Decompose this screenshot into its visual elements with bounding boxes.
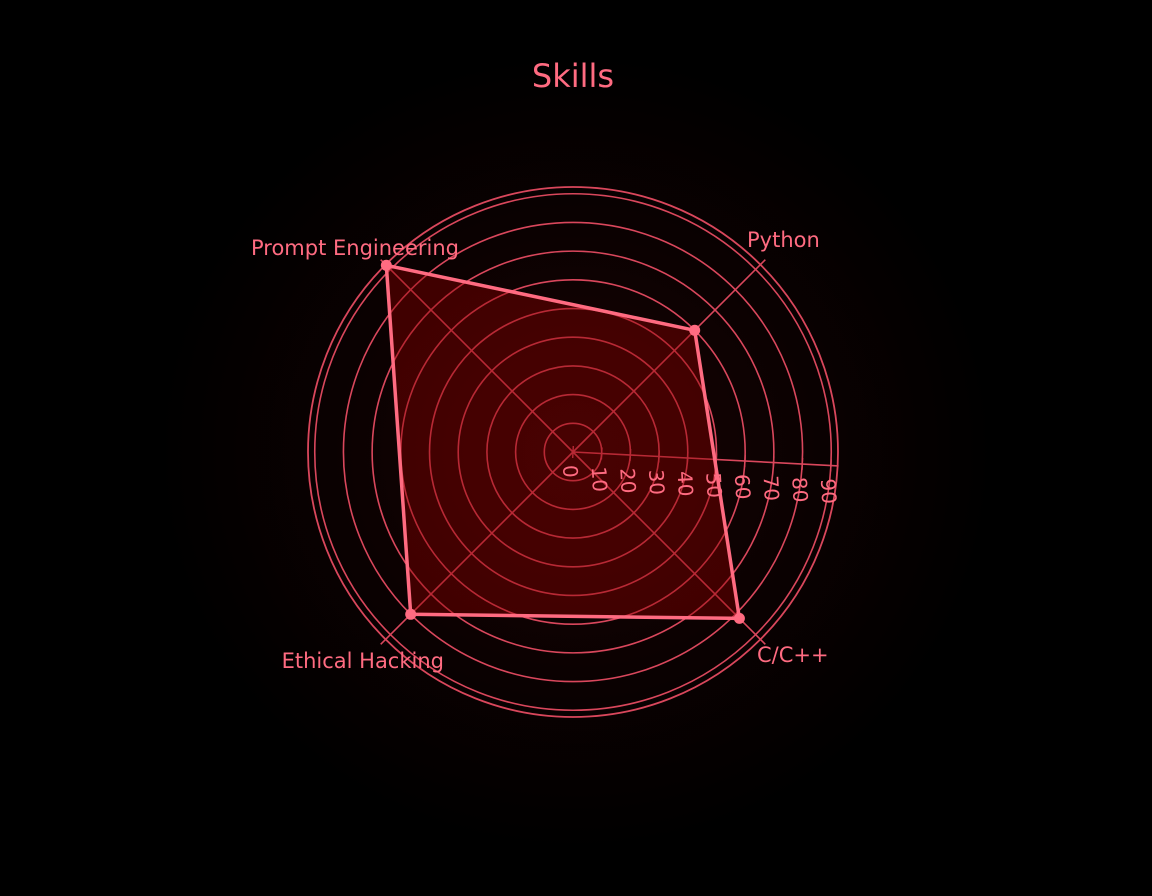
chart-title: Skills [532,57,614,95]
radar-data [380,259,745,624]
radial-tick-label: 30 [644,469,669,496]
data-point-2 [405,608,417,620]
category-labels: Python C/C++ Ethical Hacking Prompt Enginee… [251,228,829,673]
radial-tick-30 [658,450,660,463]
radial-tick-label: 50 [701,472,726,499]
radial-tick-60 [743,454,746,468]
radial-tick-label: 70 [759,475,784,502]
series-area [384,263,742,621]
category-label: Python [747,228,820,252]
radial-tick-label: 60 [730,473,755,500]
radial-tick-40 [686,451,689,465]
angular-axis-1 [572,451,766,645]
grid-ring-90 [313,192,833,712]
category-label: C/C++ [757,643,829,667]
radial-tick-label: 0 [558,464,583,478]
radial-tick-label: 40 [673,470,698,497]
radial-axis-line [572,451,839,467]
grid-ring-70 [371,250,775,654]
grid-ring-50 [428,307,718,597]
radial-tick-80 [801,457,804,471]
category-label: Prompt Engineering [251,236,459,260]
radial-tick-90 [829,459,832,472]
radial-tick-label: 10 [587,466,612,493]
angular-axis-0 [572,259,766,453]
data-point-0 [689,324,701,336]
radial-tick-10 [600,447,603,460]
category-label: Ethical Hacking [282,649,444,673]
data-point-3 [380,259,392,271]
radial-tick-70 [772,456,775,469]
data-point-1 [733,612,745,624]
radial-tick-label: 90 [816,478,841,505]
radial-tick-labels: 0 10 20 30 40 50 60 70 80 90 [558,464,841,504]
radial-tick-label: 80 [787,476,812,503]
radial-tick-20 [629,448,632,462]
grid-ring-80 [342,221,804,683]
outer-ring [307,186,839,718]
radial-tick-label: 20 [615,467,640,494]
angular-axis-3 [380,259,574,453]
